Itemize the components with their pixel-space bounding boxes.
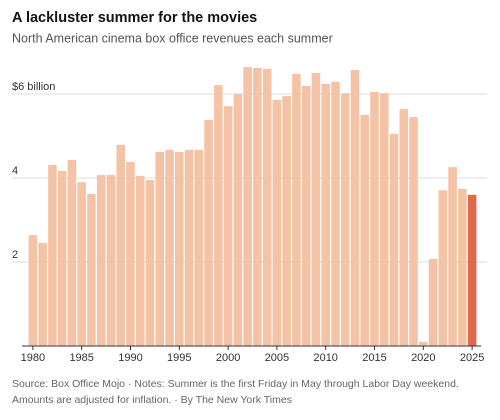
chart-title: A lackluster summer for the movies	[12, 10, 257, 26]
x-tick-label: 1985	[69, 352, 93, 364]
bar	[292, 73, 301, 346]
x-tick-label: 1980	[21, 352, 45, 364]
bars	[28, 67, 477, 347]
bar	[272, 99, 282, 346]
bar	[409, 117, 418, 346]
bar	[253, 67, 262, 347]
bar	[87, 193, 96, 346]
x-tick-label: 2025	[460, 352, 484, 364]
bar	[301, 86, 311, 347]
bar	[77, 182, 86, 346]
bar	[184, 149, 194, 346]
chart: A lackluster summer for the movies North…	[12, 10, 487, 364]
bar	[311, 73, 321, 346]
bar	[321, 83, 330, 347]
x-tick-label: 2020	[411, 352, 435, 364]
bar	[360, 115, 370, 346]
bar	[340, 93, 350, 346]
x-axis: 1980 1985 1990 1995 2000 2005 2010 2015 2020 2025	[21, 345, 484, 364]
bar	[126, 162, 135, 346]
bar	[155, 151, 165, 346]
bar	[370, 91, 379, 347]
bar	[223, 106, 233, 347]
bar	[467, 194, 477, 346]
bar	[106, 175, 116, 346]
bar	[419, 341, 428, 346]
bar	[438, 190, 448, 346]
bar	[38, 243, 47, 346]
x-tick-label: 2010	[313, 352, 337, 364]
y-tick-label: 4	[12, 165, 18, 177]
bar	[331, 81, 340, 346]
bar	[96, 175, 106, 346]
bar	[135, 175, 145, 346]
y-tick-label: $6 billion	[12, 81, 55, 93]
x-tick-label: 2015	[362, 352, 386, 364]
chart-subtitle: North American cinema box office revenue…	[12, 31, 333, 45]
bar	[262, 68, 272, 347]
bar	[350, 70, 360, 346]
footer: Source: Box Office Mojo · Notes: Summer …	[12, 378, 459, 406]
bar	[428, 259, 438, 346]
bar	[379, 93, 389, 346]
bar	[48, 164, 57, 346]
x-tick-label: 1990	[118, 352, 142, 364]
x-tick-label: 2005	[265, 352, 289, 364]
y-tick-label: 2	[12, 249, 18, 261]
bar	[399, 109, 409, 347]
bar	[145, 180, 155, 346]
bar	[194, 149, 204, 346]
bar	[233, 94, 243, 346]
x-tick-label: 1995	[167, 352, 191, 364]
bar	[57, 170, 67, 346]
bar	[282, 96, 291, 346]
bar	[243, 67, 252, 347]
bar	[116, 144, 126, 346]
bar	[175, 151, 184, 346]
bar	[458, 188, 467, 346]
bar	[67, 159, 77, 346]
bar	[28, 235, 38, 346]
bar	[389, 133, 399, 346]
bar	[214, 85, 223, 347]
bar	[165, 149, 174, 346]
x-tick-label: 2000	[216, 352, 240, 364]
bar	[448, 167, 457, 346]
bar	[204, 120, 213, 346]
